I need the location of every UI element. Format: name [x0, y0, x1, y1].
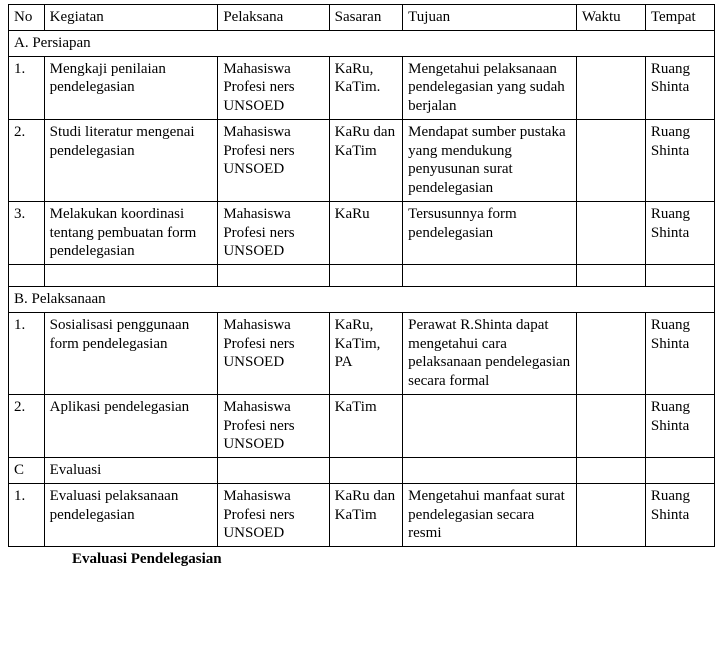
spacer-cell: [44, 265, 218, 287]
cell-waktu: [576, 119, 645, 201]
section-c-no: C: [9, 458, 45, 484]
cell-waktu: [576, 201, 645, 264]
header-tujuan: Tujuan: [403, 5, 577, 31]
cell-tempat: Ruang Shinta: [645, 483, 714, 546]
cell-tujuan: Tersusunnya form pendelegasian: [403, 201, 577, 264]
header-tempat: Tempat: [645, 5, 714, 31]
cell-tujuan: [403, 394, 577, 457]
section-c-cell: [218, 458, 329, 484]
cell-tujuan: Mendapat sumber pustaka yang mendukung p…: [403, 119, 577, 201]
header-kegiatan: Kegiatan: [44, 5, 218, 31]
table-row: 1. Mengkaji penilaian pendelegasian Maha…: [9, 56, 715, 119]
cell-no: 1.: [9, 483, 45, 546]
section-b-label: B. Pelaksanaan: [9, 287, 715, 313]
header-pelaksana: Pelaksana: [218, 5, 329, 31]
cell-no: 1.: [9, 56, 45, 119]
table-row: 2. Studi literatur mengenai pendelegasia…: [9, 119, 715, 201]
cell-kegiatan: Mengkaji penilaian pendelegasian: [44, 56, 218, 119]
cell-tempat: Ruang Shinta: [645, 312, 714, 394]
section-b: B. Pelaksanaan: [9, 287, 715, 313]
spacer-cell: [645, 265, 714, 287]
spacer-cell: [218, 265, 329, 287]
cell-no: 2.: [9, 119, 45, 201]
table-row: 2. Aplikasi pendelegasian Mahasiswa Prof…: [9, 394, 715, 457]
cell-tempat: Ruang Shinta: [645, 394, 714, 457]
cell-waktu: [576, 312, 645, 394]
header-row: No Kegiatan Pelaksana Sasaran Tujuan Wak…: [9, 5, 715, 31]
table-row: 1. Sosialisasi penggunaan form pendelega…: [9, 312, 715, 394]
section-c-cell: [576, 458, 645, 484]
section-c: C Evaluasi: [9, 458, 715, 484]
cell-sasaran: KaTim: [329, 394, 402, 457]
cell-kegiatan: Sosialisasi penggunaan form pendelegasia…: [44, 312, 218, 394]
footer-text: Evaluasi Pendelegasian: [72, 551, 721, 568]
section-c-label: Evaluasi: [44, 458, 218, 484]
cell-sasaran: KaRu dan KaTim: [329, 483, 402, 546]
cell-pelaksana: Mahasiswa Profesi ners UNSOED: [218, 119, 329, 201]
cell-sasaran: KaRu, KaTim.: [329, 56, 402, 119]
table-row: 1. Evaluasi pelaksanaan pendelegasian Ma…: [9, 483, 715, 546]
header-waktu: Waktu: [576, 5, 645, 31]
spacer-cell: [576, 265, 645, 287]
cell-kegiatan: Studi literatur mengenai pendelegasian: [44, 119, 218, 201]
cell-tempat: Ruang Shinta: [645, 119, 714, 201]
cell-kegiatan: Evaluasi pelaksanaan pendelegasian: [44, 483, 218, 546]
cell-waktu: [576, 483, 645, 546]
spacer-cell: [9, 265, 45, 287]
section-a: A. Persiapan: [9, 30, 715, 56]
spacer-cell: [329, 265, 402, 287]
spacer-row: [9, 265, 715, 287]
cell-kegiatan: Melakukan koordinasi tentang pembuatan f…: [44, 201, 218, 264]
cell-sasaran: KaRu dan KaTim: [329, 119, 402, 201]
cell-tempat: Ruang Shinta: [645, 56, 714, 119]
cell-tempat: Ruang Shinta: [645, 201, 714, 264]
table-row: 3. Melakukan koordinasi tentang pembuata…: [9, 201, 715, 264]
cell-no: 2.: [9, 394, 45, 457]
cell-pelaksana: Mahasiswa Profesi ners UNSOED: [218, 483, 329, 546]
cell-sasaran: KaRu, KaTim, PA: [329, 312, 402, 394]
cell-sasaran: KaRu: [329, 201, 402, 264]
cell-tujuan: Perawat R.Shinta dapat mengetahui cara p…: [403, 312, 577, 394]
cell-tujuan: Mengetahui manfaat surat pendelegasian s…: [403, 483, 577, 546]
header-sasaran: Sasaran: [329, 5, 402, 31]
section-a-label: A. Persiapan: [9, 30, 715, 56]
cell-pelaksana: Mahasiswa Profesi ners UNSOED: [218, 394, 329, 457]
section-c-cell: [329, 458, 402, 484]
cell-tujuan: Mengetahui pelaksanaan pendelegasian yan…: [403, 56, 577, 119]
spacer-cell: [403, 265, 577, 287]
cell-pelaksana: Mahasiswa Profesi ners UNSOED: [218, 56, 329, 119]
cell-pelaksana: Mahasiswa Profesi ners UNSOED: [218, 201, 329, 264]
cell-no: 3.: [9, 201, 45, 264]
cell-waktu: [576, 394, 645, 457]
cell-waktu: [576, 56, 645, 119]
section-c-cell: [645, 458, 714, 484]
activity-table: No Kegiatan Pelaksana Sasaran Tujuan Wak…: [8, 4, 715, 547]
cell-pelaksana: Mahasiswa Profesi ners UNSOED: [218, 312, 329, 394]
cell-no: 1.: [9, 312, 45, 394]
header-no: No: [9, 5, 45, 31]
section-c-cell: [403, 458, 577, 484]
cell-kegiatan: Aplikasi pendelegasian: [44, 394, 218, 457]
